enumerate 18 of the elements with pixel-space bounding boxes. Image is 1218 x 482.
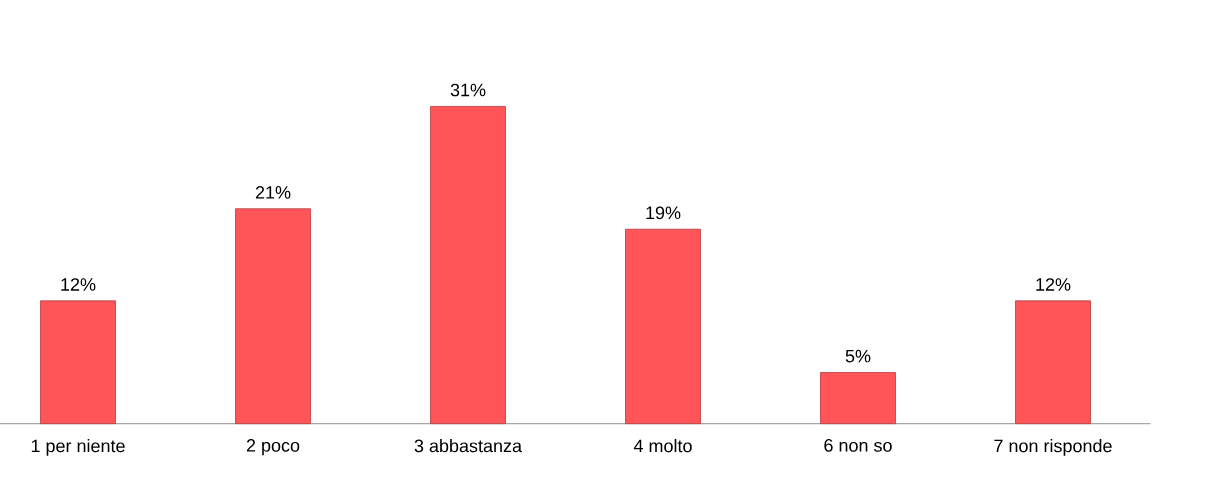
bar <box>820 372 896 425</box>
bar <box>625 228 701 425</box>
data-label: 31% <box>450 83 486 97</box>
x-tick-label: 3 abbastanza <box>414 439 523 453</box>
data-label: 5% <box>845 349 871 363</box>
x-tick-label: 7 non risponde <box>994 439 1112 456</box>
x-tick-label: 6 non so <box>824 439 892 452</box>
data-label: 21% <box>255 186 291 199</box>
bar <box>430 106 506 425</box>
bar <box>40 300 116 425</box>
data-label: 19% <box>646 206 681 220</box>
bar <box>235 208 311 425</box>
x-tick-label: 1 per niente <box>31 439 125 456</box>
x-tick-label: 4 molto <box>633 439 692 453</box>
data-label: 12% <box>61 278 96 291</box>
x-tick-label: 2 poco <box>246 439 300 456</box>
bar <box>1015 300 1091 425</box>
data-label: 12% <box>1036 278 1071 291</box>
